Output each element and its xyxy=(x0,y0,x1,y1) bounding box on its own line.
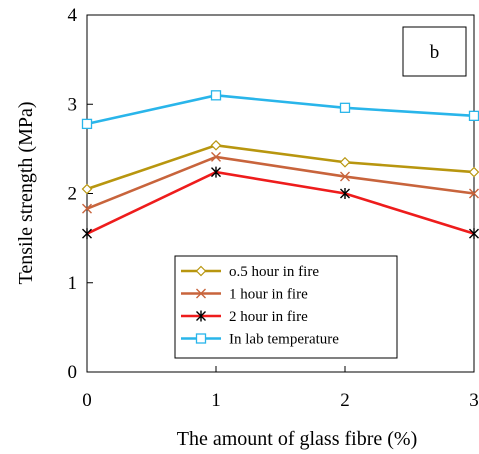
series-line xyxy=(86,94,475,126)
series-line xyxy=(86,143,475,191)
data-point xyxy=(81,183,93,195)
y-axis-ticks: 0 1 2 3 4 xyxy=(68,5,93,383)
data-point xyxy=(339,102,351,113)
data-point xyxy=(211,166,221,178)
x-tick-label: 2 xyxy=(340,390,350,411)
series-line xyxy=(86,170,475,235)
series-line xyxy=(86,155,475,210)
series-2 xyxy=(82,151,479,214)
legend-label: 1 hour in fire xyxy=(229,287,308,303)
legend-swatch-marker xyxy=(195,333,207,344)
data-point xyxy=(82,228,92,240)
legend-item: 1 hour in fire xyxy=(181,287,308,303)
x-tick-label: 1 xyxy=(211,390,221,411)
legend-swatch-marker xyxy=(196,310,206,322)
series-1 xyxy=(81,139,479,195)
legend-item: 2 hour in fire xyxy=(181,309,308,325)
legend-item: In lab temperature xyxy=(181,332,339,348)
data-point xyxy=(211,151,221,162)
series-3 xyxy=(82,166,479,240)
data-point xyxy=(340,188,350,199)
data-point xyxy=(340,171,350,182)
panel-label-box: b xyxy=(402,26,467,77)
legend-swatch-marker xyxy=(196,288,206,299)
legend: o.5 hour in fire 1 hour in fire 2 hour in … xyxy=(174,255,398,359)
legend-swatch-marker xyxy=(195,265,207,277)
x-axis-title: The amount of glass fibre (%) xyxy=(177,428,417,450)
x-tick-label: 0 xyxy=(82,390,92,411)
series-4 xyxy=(81,90,479,130)
series-layer xyxy=(81,90,479,240)
legend-frame xyxy=(174,255,398,359)
panel-label-frame xyxy=(402,26,467,77)
legend-item: o.5 hour in fire xyxy=(181,264,319,280)
x-axis-ticks: 0 1 2 3 xyxy=(82,366,479,411)
x-tick-label: 3 xyxy=(469,390,479,411)
data-point xyxy=(81,118,93,130)
data-point xyxy=(468,110,479,122)
y-tick-label: 2 xyxy=(68,184,78,205)
data-point xyxy=(339,156,351,168)
data-point xyxy=(468,166,479,178)
y-tick-label: 1 xyxy=(68,273,78,294)
y-axis-title: Tensile strength (MPa) xyxy=(15,101,37,284)
legend-label: o.5 hour in fire xyxy=(229,264,319,280)
y-tick-label: 4 xyxy=(68,5,78,26)
y-tick-label: 3 xyxy=(68,94,78,115)
legend-label: 2 hour in fire xyxy=(229,309,308,325)
data-point xyxy=(210,90,222,101)
legend-label: In lab temperature xyxy=(229,332,339,348)
data-point xyxy=(82,203,92,214)
y-tick-label: 0 xyxy=(68,362,78,383)
data-point xyxy=(469,188,479,199)
data-point xyxy=(210,139,222,151)
data-point xyxy=(469,228,479,240)
panel-label: b xyxy=(430,42,440,63)
